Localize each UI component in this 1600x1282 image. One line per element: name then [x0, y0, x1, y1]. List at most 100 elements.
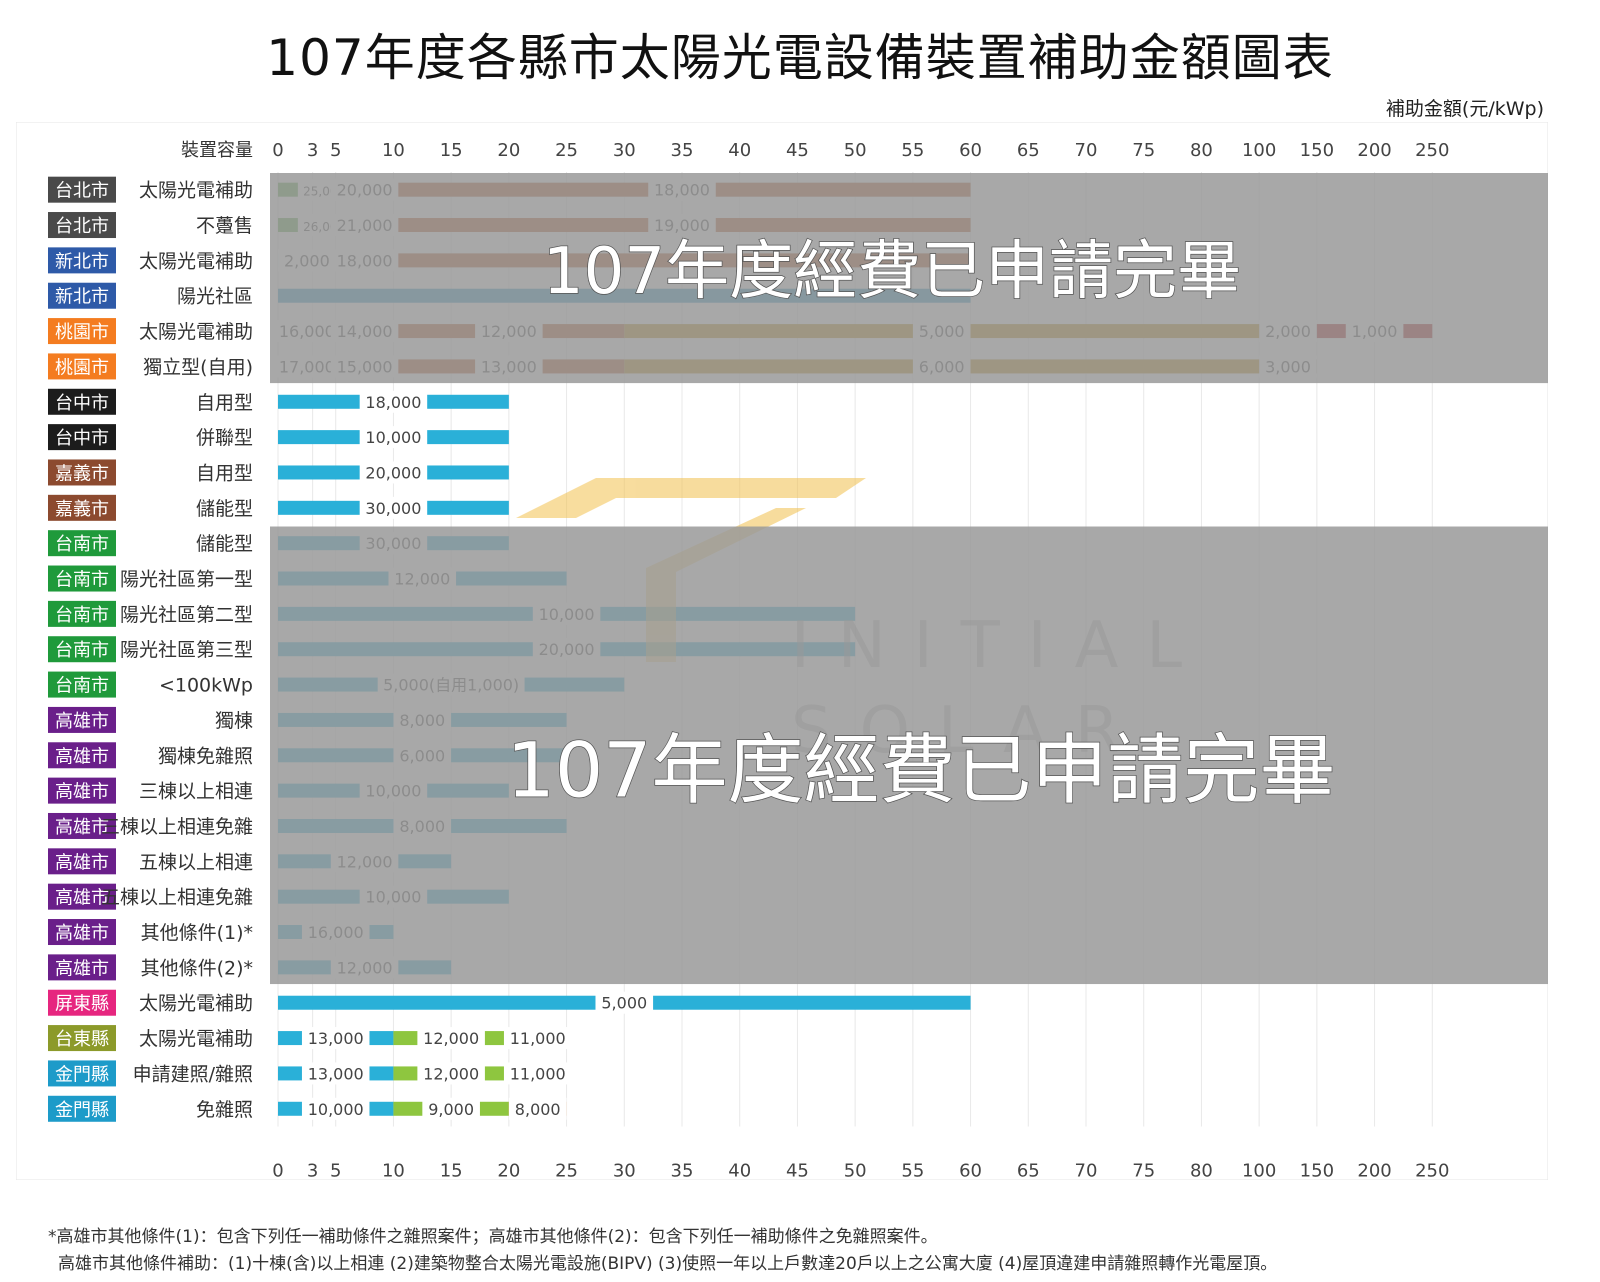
city-badge	[48, 353, 116, 380]
data-label: 20,000	[365, 463, 421, 482]
x-tick-label-top: 65	[1017, 140, 1040, 161]
chart-title: 107年度各縣市太陽光電設備裝置補助金額圖表	[266, 29, 1334, 87]
data-label: 9,000	[428, 1100, 474, 1119]
city-badge-label: 台北市	[55, 216, 109, 237]
row-label: 陽光社區第三型	[120, 639, 253, 661]
bar-row: 台中市 併聯型 10,000	[48, 424, 509, 451]
x-tick-label-top: 70	[1075, 140, 1098, 161]
x-tick-label-bottom: 70	[1075, 1160, 1098, 1180]
x-tick-label-top: 45	[786, 140, 809, 161]
city-badge	[48, 812, 116, 839]
data-label: 30,000	[365, 499, 421, 518]
x-axis-title: 裝置容量	[181, 140, 253, 161]
row-label: 太陽光電補助	[139, 321, 253, 343]
x-tick-label-top: 5	[330, 140, 341, 161]
x-tick-label-bottom: 55	[901, 1160, 924, 1180]
data-label-box	[417, 1027, 485, 1050]
city-badge	[48, 212, 116, 239]
city-badge-label: 台南市	[55, 676, 109, 697]
row-label: 太陽光電補助	[139, 993, 253, 1015]
row-label: 太陽光電補助	[139, 1028, 253, 1050]
data-label-box	[301, 1062, 370, 1085]
city-badge	[48, 424, 116, 451]
city-badge-label: 高雄市	[55, 782, 109, 803]
row-label: 其他條件(2)*	[141, 957, 253, 979]
x-tick-label-bottom: 60	[959, 1160, 982, 1180]
x-tick-label-top: 250	[1415, 140, 1449, 161]
x-tick-label-top: 55	[901, 140, 924, 161]
city-badge	[48, 459, 116, 486]
row-label: 自用型	[196, 392, 253, 414]
watermark-logo	[516, 478, 866, 518]
row-label: 儲能型	[196, 498, 253, 520]
x-tick-label-top: 0	[272, 140, 283, 161]
row-label: 太陽光電補助	[139, 180, 253, 202]
x-tick-label-bottom: 250	[1415, 1160, 1449, 1180]
city-badge-label: 新北市	[55, 287, 109, 308]
data-label: 11,000	[510, 1064, 566, 1083]
city-badge	[48, 706, 116, 733]
row-label: 其他條件(1)*	[141, 922, 253, 944]
city-badge-label: 金門縣	[55, 1100, 109, 1121]
x-tick-label-top: 25	[555, 140, 578, 161]
city-badge	[48, 565, 116, 592]
x-tick-label-bottom: 3	[307, 1160, 318, 1180]
x-tick-label-bottom: 40	[728, 1160, 751, 1180]
city-badge	[48, 848, 116, 875]
city-badge	[48, 1095, 116, 1122]
row-label: 五棟以上相連免雜	[101, 887, 253, 909]
row-label: 三棟以上相連	[139, 781, 253, 803]
completed-overlay: 107年度經費已申請完畢	[270, 173, 1548, 384]
city-badge	[48, 1060, 116, 1087]
x-tick-label-top: 30	[613, 140, 636, 161]
city-badge-label: 台北市	[55, 181, 109, 202]
x-tick-label-bottom: 45	[786, 1160, 809, 1180]
bar-row: 嘉義市 儲能型 30,000	[48, 494, 509, 521]
city-badge-label: 台南市	[55, 570, 109, 591]
row-label: 太陽光電補助	[139, 250, 253, 272]
data-label-box	[359, 496, 428, 519]
row-label: 免雜照	[196, 1099, 253, 1121]
data-label-box	[359, 461, 428, 484]
row-label: 三棟以上相連免雜	[101, 816, 253, 838]
x-tick-label-bottom: 200	[1357, 1160, 1391, 1180]
city-badge	[48, 989, 116, 1016]
city-badge-label: 高雄市	[55, 711, 109, 732]
row-label: 五棟以上相連	[139, 851, 253, 873]
x-axis-top: 裝置容量 0 3 5 10 15 20 25 30 35 40 45 50 55 60 65 70 75 80 100…	[181, 140, 1449, 161]
x-tick-label-top: 60	[959, 140, 982, 161]
city-badge	[48, 600, 116, 627]
row-label: 陽光社區	[177, 286, 253, 308]
row-label: 獨棟	[215, 710, 253, 732]
data-label: 10,000	[365, 428, 421, 447]
data-label-box	[301, 1027, 370, 1050]
bar-row: 金門縣 申請建照/雜照 13,000 12,000 11,000	[48, 1060, 572, 1087]
data-label: 13,000	[308, 1064, 364, 1083]
data-label-box	[301, 1097, 370, 1120]
x-tick-label-bottom: 15	[440, 1160, 463, 1180]
data-label-box	[359, 426, 428, 449]
data-label: 5,000	[601, 994, 647, 1013]
city-badge	[48, 671, 116, 698]
city-badge-label: 高雄市	[55, 746, 109, 767]
row-label: 申請建照/雜照	[133, 1063, 253, 1085]
city-badge-label: 高雄市	[55, 888, 109, 909]
city-badge-label: 嘉義市	[55, 499, 109, 520]
city-badge-label: 台東縣	[55, 1029, 109, 1050]
city-badge	[48, 636, 116, 663]
x-tick-label-top: 20	[497, 140, 520, 161]
bar-row: 金門縣 免雜照 10,000 9,000 8,000	[48, 1095, 567, 1122]
overlay-label: 107年度經費已申請完畢	[506, 726, 1335, 815]
x-tick-label-top: 50	[844, 140, 867, 161]
x-tick-label-bottom: 30	[613, 1160, 636, 1180]
x-tick-label-bottom: 75	[1132, 1160, 1155, 1180]
city-badge	[48, 883, 116, 910]
unit-label: 補助金額(元/kWp)	[1385, 98, 1544, 120]
data-label: 11,000	[510, 1029, 566, 1048]
city-badge	[48, 388, 116, 415]
data-label: 13,000	[308, 1029, 364, 1048]
city-badge	[48, 742, 116, 769]
row-label: 獨棟免雜照	[158, 745, 253, 767]
row-label: <100kWp	[159, 675, 253, 697]
data-label: 12,000	[423, 1064, 479, 1083]
